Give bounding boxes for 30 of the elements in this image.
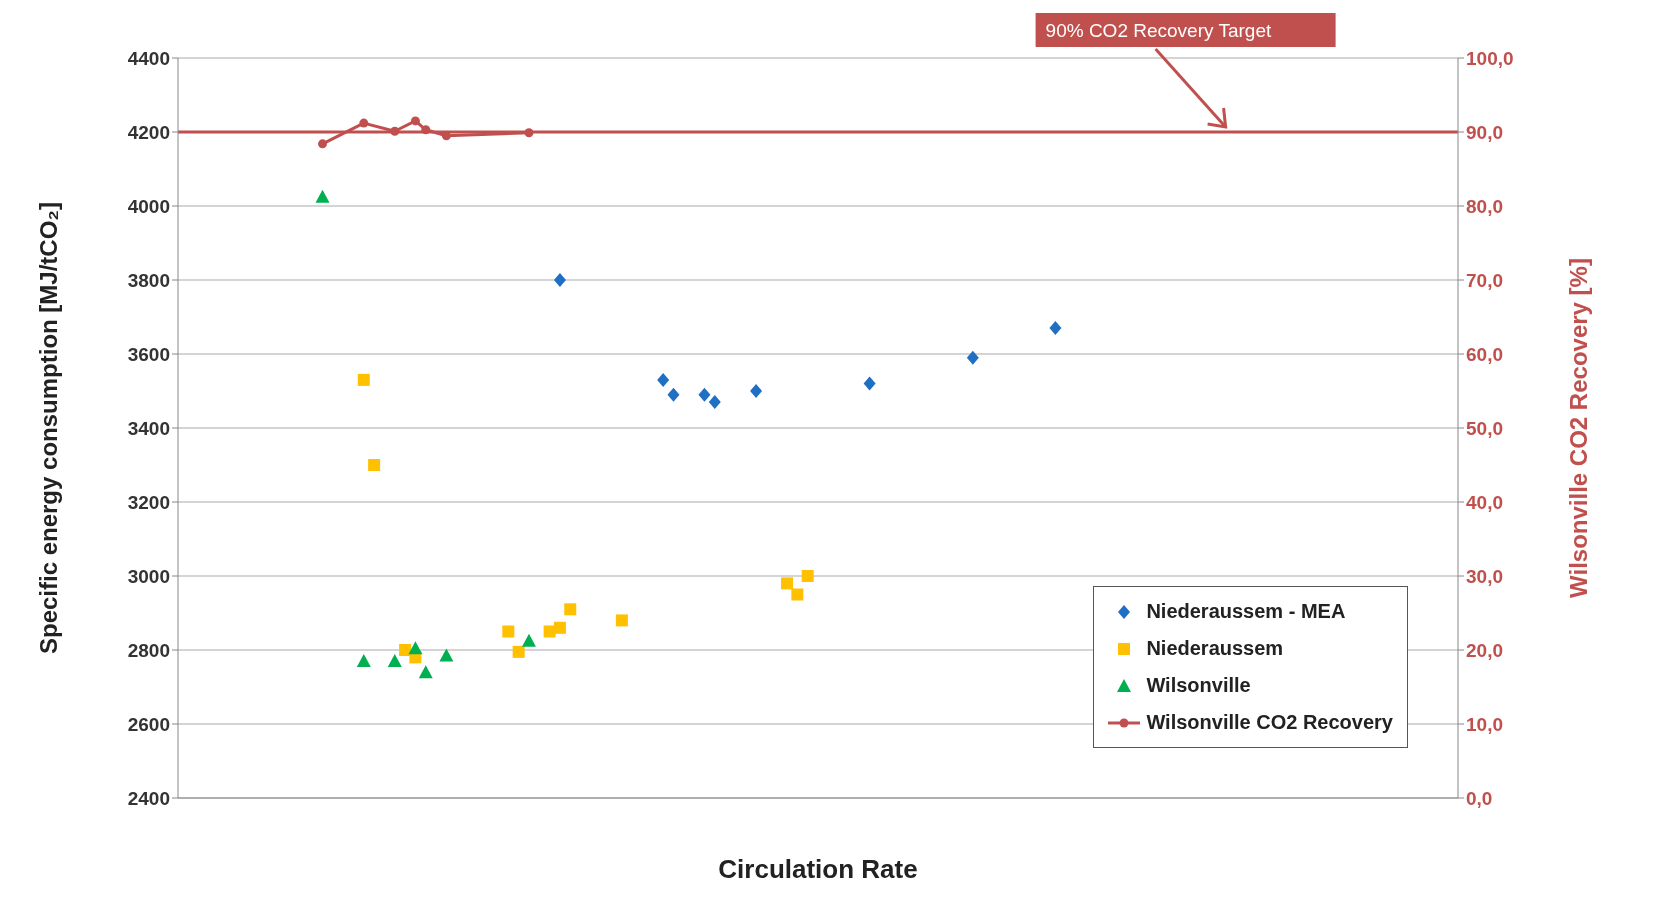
y-tick-label: 3000 — [127, 565, 170, 587]
y-tick-label: 2800 — [127, 639, 170, 661]
y2-tick-label: 40,0 — [1466, 491, 1503, 513]
y-tick-label: 3400 — [127, 417, 170, 439]
y2-tick-label: 20,0 — [1466, 639, 1503, 661]
y2-tick-label: 0,0 — [1466, 787, 1493, 809]
y-tick-label: 4400 — [127, 47, 170, 69]
legend-label: Niederaussem - MEA — [1146, 600, 1346, 623]
x-axis-title: Circulation Rate — [718, 854, 918, 884]
ref-line-label: 90% CO2 Recovery Target — [1045, 20, 1272, 41]
y-tick-label: 4000 — [127, 195, 170, 217]
legend-label: Niederaussem — [1146, 637, 1284, 660]
y-tick-label: 2400 — [127, 787, 170, 809]
y2-tick-label: 30,0 — [1466, 565, 1503, 587]
y-tick-label: 3800 — [127, 269, 170, 291]
legend-label: Wilsonville — [1146, 674, 1251, 697]
y2-tick-label: 100,0 — [1466, 47, 1514, 69]
y2-tick-label: 80,0 — [1466, 195, 1503, 217]
y-tick-label: 3600 — [127, 343, 170, 365]
y2-tick-label: 90,0 — [1466, 121, 1503, 143]
y-axis-title: Specific energy consumption [MJ/tCO₂] — [34, 201, 62, 655]
y2-tick-label: 10,0 — [1466, 713, 1503, 735]
y-tick-label: 4200 — [127, 121, 170, 143]
y2-tick-label: 70,0 — [1466, 269, 1503, 291]
legend-label: Wilsonville CO2 Recovery — [1146, 711, 1393, 734]
y-tick-label: 3200 — [127, 491, 170, 513]
y-tick-label: 2600 — [127, 713, 170, 735]
y2-axis-title: Wilsonville CO2 Recovery [%] — [1564, 258, 1592, 598]
y2-tick-label: 60,0 — [1466, 343, 1503, 365]
y2-tick-label: 50,0 — [1466, 417, 1503, 439]
